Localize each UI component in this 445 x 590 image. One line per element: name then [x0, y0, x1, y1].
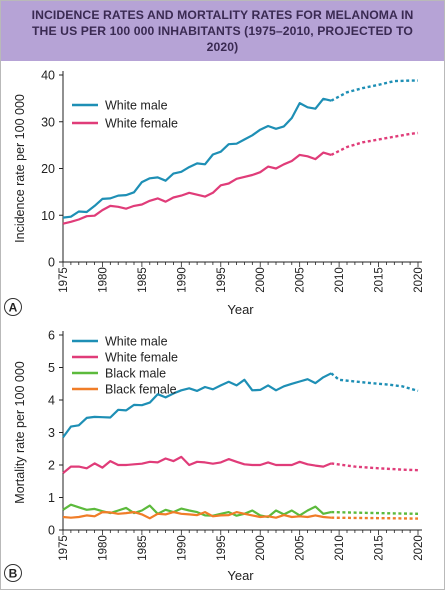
series-line-white-male [62, 97, 332, 219]
panel-label-badge [4, 564, 22, 582]
legend-label-white-male: White male [105, 335, 168, 349]
x-tick-label: 2000 [255, 535, 267, 561]
x-axis-label: Year [227, 568, 254, 583]
y-tick-label: 0 [48, 256, 55, 270]
chart-panel-a: 0 10 20 30 40 1975 1980 1985 1990 1995 2000 2005 201… [4, 69, 425, 317]
projection-line-white-male [330, 372, 419, 393]
y-axis-label: Incidence rate per 100 000 [13, 94, 27, 243]
x-tick-label: 2020 [413, 267, 425, 293]
x-tick-label: 1975 [58, 535, 70, 561]
x-tick-label: 1980 [97, 267, 109, 293]
legend-label-black-male: Black male [105, 367, 166, 381]
legend-label-black-female: Black female [105, 383, 177, 397]
y-tick-label: 20 [41, 162, 55, 176]
y-tick-label: 6 [48, 329, 55, 343]
figure-title: INCIDENCE RATES AND MORTALITY RATES FOR … [31, 8, 414, 54]
x-tick-label: 2000 [255, 267, 267, 293]
x-tick-label: 1990 [176, 535, 188, 561]
y-tick-label: 10 [41, 209, 55, 223]
y-tick-label: 0 [48, 524, 55, 538]
panel-label-badge [4, 298, 22, 316]
series-line-white-female [62, 151, 332, 225]
series-line-black-female [62, 511, 332, 520]
projection-line-white-male [330, 79, 418, 102]
y-tick-label: 40 [41, 69, 55, 83]
x-axis-label: Year [227, 302, 254, 317]
projection-line-black-male [331, 510, 419, 515]
x-tick-label: 1985 [137, 267, 149, 293]
series-line-white-female [62, 455, 332, 474]
projection-line-white-female [330, 131, 419, 156]
x-tick-label: 1990 [176, 267, 188, 293]
y-tick-label: 4 [48, 394, 55, 408]
x-tick-label: 1975 [58, 267, 70, 293]
x-tick-label: 2010 [334, 267, 346, 293]
title-banner: INCIDENCE RATES AND MORTALITY RATES FOR … [1, 1, 444, 61]
y-tick-label: 2 [48, 459, 55, 473]
y-tick-label: 3 [48, 426, 55, 440]
legend-label-white-male: White male [105, 99, 168, 113]
legend-label-white-female: White female [105, 117, 178, 131]
y-axis-label: Mortality rate per 100 000 [13, 361, 27, 503]
legend-label-white-female: White female [105, 351, 178, 365]
panel-label: B [9, 566, 18, 580]
x-tick-label: 2015 [374, 535, 386, 561]
x-tick-label: 1985 [137, 535, 149, 561]
projection-line-white-female [331, 462, 419, 472]
x-tick-label: 2005 [295, 267, 307, 293]
x-tick-label: 2020 [413, 535, 425, 561]
projection-line-black-female [331, 516, 419, 520]
x-tick-label: 2010 [334, 535, 346, 561]
y-tick-label: 1 [48, 491, 55, 505]
x-tick-label: 1995 [216, 535, 228, 561]
y-tick-label: 30 [41, 115, 55, 129]
x-tick-label: 1995 [216, 267, 228, 293]
series-line-white-male [62, 372, 332, 439]
x-tick-label: 2015 [374, 267, 386, 293]
chart-panel-b: 0 1 2 3 4 5 6 1975 1980 1985 1990 1995 2000 2005 2010 2… [4, 329, 425, 583]
y-tick-label: 5 [48, 361, 55, 375]
x-tick-label: 2005 [295, 535, 307, 561]
panel-label: A [9, 300, 18, 314]
x-tick-label: 1980 [97, 535, 109, 561]
